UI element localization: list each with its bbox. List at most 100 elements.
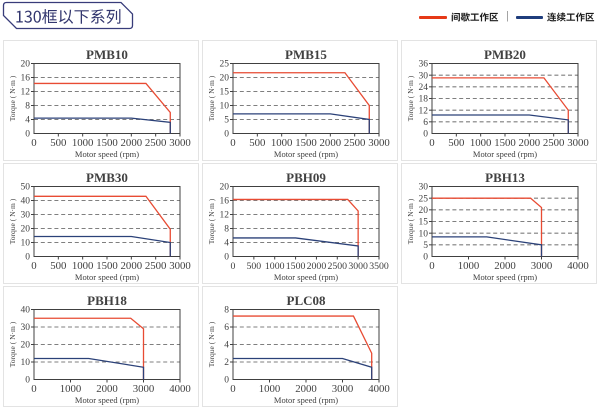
y-tick-label-6: 6 <box>224 323 229 333</box>
y-tick-label-5: 5 <box>423 241 428 251</box>
y-tick-label-10: 10 <box>220 102 230 112</box>
x-tick-label-1000: 1000 <box>470 137 492 149</box>
y-tick-label-40: 40 <box>21 197 31 207</box>
x-tick-label-1000: 1000 <box>458 260 480 272</box>
y-tick-label-6: 6 <box>423 118 428 128</box>
x-tick-label-3000: 3000 <box>169 260 191 272</box>
series-line-continuous <box>34 357 145 380</box>
y-tick-label-5: 5 <box>224 116 229 126</box>
legend-divider: | <box>506 10 509 22</box>
x-tick-label-500: 500 <box>50 137 66 149</box>
x-tick-label-0: 0 <box>230 137 235 149</box>
chart-card-plc08: PLC08 0 2 4 6 8 0 1000 2000 3000 4000 Motor speed (… <box>202 286 398 407</box>
y-tick-label-0: 0 <box>423 253 428 263</box>
y-tick-label-4: 4 <box>25 116 30 126</box>
y-tick-label-20: 20 <box>220 74 230 84</box>
y-tick-label-0: 0 <box>423 130 428 140</box>
series-line-continuous <box>233 237 359 257</box>
x-tick-label-2000: 2000 <box>96 383 118 395</box>
series-line-continuous <box>34 235 171 257</box>
series-line-intermittent <box>233 315 373 380</box>
series-line-continuous <box>34 117 171 134</box>
charts-grid: PMB10 0 4 8 12 16 20 0 500 1000 1500 2000 2500 3000 Mo… <box>3 40 597 407</box>
x-tick-label-3000: 3000 <box>368 137 390 149</box>
x-tick-label-1500: 1500 <box>494 137 516 149</box>
x-tick-label-3000: 3000 <box>332 383 354 395</box>
y-tick-label-0: 0 <box>224 253 229 263</box>
x-tick-label-3500: 3500 <box>369 261 389 272</box>
chart-plot-pbh18: PBH18 0 10 20 30 40 0 1000 2000 3000 4000 Motor spe… <box>8 293 191 405</box>
y-tick-label-10: 10 <box>419 229 429 239</box>
x-tick-label-1000: 1000 <box>259 383 281 395</box>
x-axis-title: Motor speed (rpm) <box>473 149 537 159</box>
x-tick-label-0: 0 <box>31 137 36 149</box>
x-axis-title: Motor speed (rpm) <box>473 272 537 282</box>
y-tick-label-30: 30 <box>21 323 31 333</box>
series-line-continuous <box>233 113 370 134</box>
series-title-tag-shape <box>2 1 134 30</box>
y-tick-label-16: 16 <box>21 74 31 84</box>
legend-line-continuous <box>516 15 543 19</box>
x-axis-title: Motor speed (rpm) <box>75 149 139 159</box>
x-tick-label-2000: 2000 <box>519 137 541 149</box>
y-tick-label-16: 16 <box>220 197 230 207</box>
chart-card-pmb10: PMB10 0 4 8 12 16 20 0 500 1000 1500 2000 2500 3000 Mo… <box>3 40 199 161</box>
x-tick-label-0: 0 <box>31 260 36 272</box>
x-tick-label-2000: 2000 <box>295 383 317 395</box>
x-tick-label-2000: 2000 <box>320 137 342 149</box>
y-tick-label-8: 8 <box>224 225 229 235</box>
chart-title: PBH13 <box>485 170 525 185</box>
x-tick-label-500: 500 <box>448 137 464 149</box>
series-title-glyphs <box>16 9 121 24</box>
plot-border <box>232 186 380 257</box>
x-tick-label-2000: 2000 <box>121 137 143 149</box>
y-tick-label-36: 36 <box>419 60 429 70</box>
y-tick-label-2: 2 <box>224 358 229 368</box>
chart-title: PBH09 <box>286 170 326 185</box>
x-tick-label-0: 0 <box>31 383 36 395</box>
x-tick-label-1000: 1000 <box>72 137 94 149</box>
x-tick-label-2500: 2500 <box>543 137 565 149</box>
chart-card-pmb30: PMB30 0 10 20 30 40 50 0 500 1000 1500 2000 2500 3000… <box>3 163 199 284</box>
series-line-intermittent <box>34 82 171 134</box>
y-tick-label-40: 40 <box>21 306 31 316</box>
y-tick-label-15: 15 <box>419 218 429 228</box>
y-tick-label-50: 50 <box>21 183 31 193</box>
x-tick-label-1500: 1500 <box>286 261 306 272</box>
chart-title: PBH18 <box>87 293 127 308</box>
y-tick-label-20: 20 <box>419 206 429 216</box>
chart-card-pbh09: PBH09 0 4 8 12 16 20 0 500 1000 1500 2000 2500 3000 35… <box>202 163 398 284</box>
chart-title: PLC08 <box>287 293 327 308</box>
x-tick-label-3000: 3000 <box>567 137 589 149</box>
chart-plot-pmb15: PMB15 0 5 10 15 20 25 0 500 1000 1500 2000 2500 3000 M… <box>207 47 390 159</box>
legend-label-intermittent-glyph-path <box>451 12 499 22</box>
x-tick-label-0: 0 <box>231 261 236 272</box>
x-tick-label-1500: 1500 <box>96 137 118 149</box>
y-axis-title: Torque ( N·m ) <box>406 75 415 121</box>
x-tick-label-2500: 2500 <box>327 261 347 272</box>
y-tick-label-20: 20 <box>220 183 230 193</box>
x-axis-title: Motor speed (rpm) <box>274 272 338 282</box>
x-tick-label-2500: 2500 <box>145 260 167 272</box>
y-axis-title: Torque ( N·m ) <box>207 321 216 367</box>
chart-plot-pmb10: PMB10 0 4 8 12 16 20 0 500 1000 1500 2000 2500 3000 Mo… <box>8 47 191 159</box>
y-axis-title: Torque ( N·m ) <box>8 321 17 367</box>
y-tick-label-24: 24 <box>419 83 429 93</box>
x-axis-title: Motor speed (rpm) <box>75 395 139 405</box>
x-tick-label-2000: 2000 <box>494 260 516 272</box>
x-tick-label-3000: 3000 <box>169 137 191 149</box>
series-line-continuous <box>432 236 543 257</box>
plot-border <box>33 186 181 257</box>
y-tick-label-10: 10 <box>21 239 31 249</box>
legend-label-continuous-glyphs <box>547 12 595 22</box>
y-tick-label-20: 20 <box>21 341 31 351</box>
y-tick-label-15: 15 <box>220 88 230 98</box>
x-tick-label-1000: 1000 <box>265 261 285 272</box>
x-tick-label-2500: 2500 <box>344 137 366 149</box>
x-tick-label-500: 500 <box>50 260 66 272</box>
series-line-continuous <box>432 114 569 134</box>
series-title-tag: 130框以下系列 <box>2 1 136 32</box>
